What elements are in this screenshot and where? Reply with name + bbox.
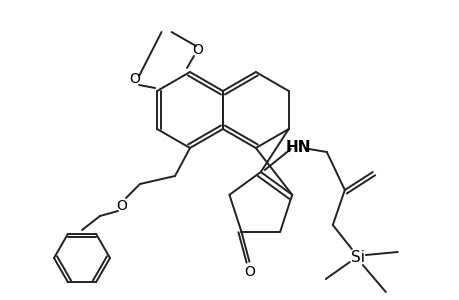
Text: HN: HN (285, 140, 311, 154)
Text: O: O (192, 43, 203, 57)
Text: O: O (116, 199, 127, 213)
Text: Si: Si (350, 250, 364, 265)
Text: O: O (243, 265, 254, 279)
Text: O: O (129, 72, 140, 86)
